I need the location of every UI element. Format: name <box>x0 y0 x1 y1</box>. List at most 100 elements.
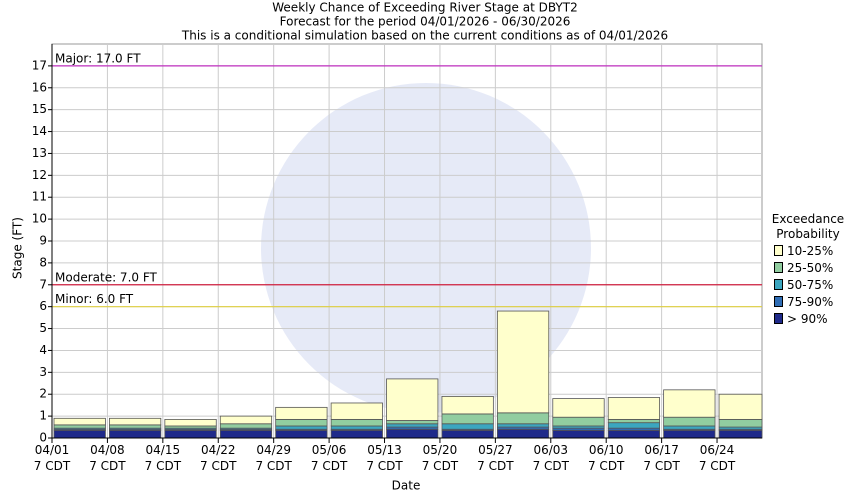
y-tick-label: 15 <box>32 102 47 116</box>
x-tick-label: 04/15 7 CDT <box>144 443 182 473</box>
bar-segment <box>330 429 383 439</box>
bar-segment <box>607 429 661 439</box>
y-tick-label: 12 <box>32 168 47 182</box>
legend-title: Exceedance Probability <box>771 212 845 241</box>
bar-segment <box>386 423 439 428</box>
x-tick-label: 06/24 7 CDT <box>698 443 736 473</box>
bar-segment <box>53 417 106 426</box>
x-tick-label: 05/20 7 CDT <box>421 443 459 473</box>
x-tick-label: 06/10 7 CDT <box>587 443 625 473</box>
bar-segment <box>663 389 716 418</box>
bar-segment <box>607 397 661 420</box>
threshold-label: Moderate: 7.0 FT <box>55 270 158 284</box>
bar-segment <box>275 406 328 420</box>
bar-segment <box>496 412 550 425</box>
y-tick-label: 1 <box>39 409 47 423</box>
bar-segment <box>496 310 550 414</box>
bar-segment <box>109 429 162 439</box>
bar-segment <box>663 425 716 430</box>
bar-segment <box>552 429 605 439</box>
y-tick-label: 11 <box>32 190 47 204</box>
x-tick-label: 05/27 7 CDT <box>477 443 514 473</box>
x-tick-label: 05/13 7 CDT <box>366 443 403 473</box>
y-tick-label: 6 <box>39 299 47 313</box>
legend-item: 75-90% <box>766 293 850 310</box>
y-tick-label: 13 <box>32 146 47 160</box>
bar-segment <box>607 418 661 424</box>
legend-item: > 90% <box>766 310 850 327</box>
bar-segment <box>386 378 439 421</box>
legend-item: 10-25% <box>766 242 850 259</box>
legend-label: 50-75% <box>787 277 834 292</box>
bar-segment <box>663 429 716 439</box>
bar-segment <box>275 429 328 439</box>
legend-label: 25-50% <box>787 260 834 275</box>
chart-title: Weekly Chance of Exceeding River Stage a… <box>272 1 577 15</box>
bar-segment <box>275 418 328 427</box>
threshold-label: Major: 17.0 FT <box>55 51 141 65</box>
bar-segment <box>552 398 605 418</box>
bar-segment <box>219 415 273 425</box>
y-tick-label: 2 <box>39 387 47 401</box>
bar-segment <box>441 413 494 425</box>
legend-label: 75-90% <box>787 294 834 309</box>
y-tick-label: 10 <box>32 212 47 226</box>
bar-segment <box>496 423 550 428</box>
legend-label: 10-25% <box>787 243 834 258</box>
legend: Exceedance Probability 10-25% 25-50% 50-75… <box>766 212 850 327</box>
bar-segment <box>607 422 661 429</box>
y-tick-label: 3 <box>39 365 47 379</box>
legend-swatch <box>774 279 783 290</box>
bar-segment <box>496 428 550 439</box>
x-tick-label: 06/17 7 CDT <box>643 443 680 473</box>
x-tick-label: 06/03 7 CDT <box>532 443 569 473</box>
y-tick-label: 8 <box>39 255 47 269</box>
y-tick-label: 7 <box>39 277 47 291</box>
legend-swatch <box>774 296 783 307</box>
x-tick-label: 04/29 7 CDT <box>255 443 292 473</box>
x-tick-label: 04/01 7 CDT <box>33 443 71 473</box>
chart-subtitle: Forecast for the period 04/01/2026 - 06/… <box>280 15 571 29</box>
x-tick-label: 04/08 7 CDT <box>89 443 126 473</box>
bar-segment <box>109 424 162 429</box>
legend-swatch <box>774 262 783 273</box>
y-tick-label: 5 <box>39 321 47 335</box>
y-tick-label: 4 <box>39 343 47 357</box>
bar-segment <box>330 418 383 427</box>
bar-segment <box>441 396 494 415</box>
chart-note: This is a conditional simulation based o… <box>181 29 668 43</box>
legend-swatch <box>774 245 783 256</box>
y-tick-label: 9 <box>39 234 47 248</box>
bar-segment <box>330 425 383 430</box>
legend-swatch <box>774 313 783 324</box>
bar-segment <box>718 429 763 439</box>
bar-segment <box>386 428 439 439</box>
bar-segment <box>219 429 273 439</box>
threshold-label: Minor: 6.0 FT <box>55 292 134 306</box>
x-tick-label: 04/22 7 CDT <box>200 443 237 473</box>
legend-item: 25-50% <box>766 259 850 276</box>
bar-segment <box>275 425 328 430</box>
bar-segment <box>718 393 763 420</box>
x-tick-label: 05/06 7 CDT <box>310 443 348 473</box>
bar-segment <box>109 417 162 426</box>
bar-segment <box>53 424 106 429</box>
bar-segment <box>663 416 716 427</box>
bar-segment <box>164 418 217 427</box>
y-tick-label: 16 <box>32 80 47 94</box>
bar-segment <box>441 429 494 439</box>
bar-segment <box>53 429 106 439</box>
legend-item: 50-75% <box>766 276 850 293</box>
bar-segment <box>386 420 439 425</box>
legend-label: > 90% <box>787 311 828 326</box>
bar-segment <box>552 416 605 427</box>
bar-segment <box>164 429 217 439</box>
bar-segment <box>219 423 273 429</box>
x-axis-label: Date <box>392 479 421 493</box>
y-tick-label: 14 <box>32 124 47 138</box>
y-tick-label: 0 <box>39 431 47 445</box>
y-axis-label: Stage (FT) <box>11 217 25 279</box>
bar-segment <box>441 423 494 430</box>
